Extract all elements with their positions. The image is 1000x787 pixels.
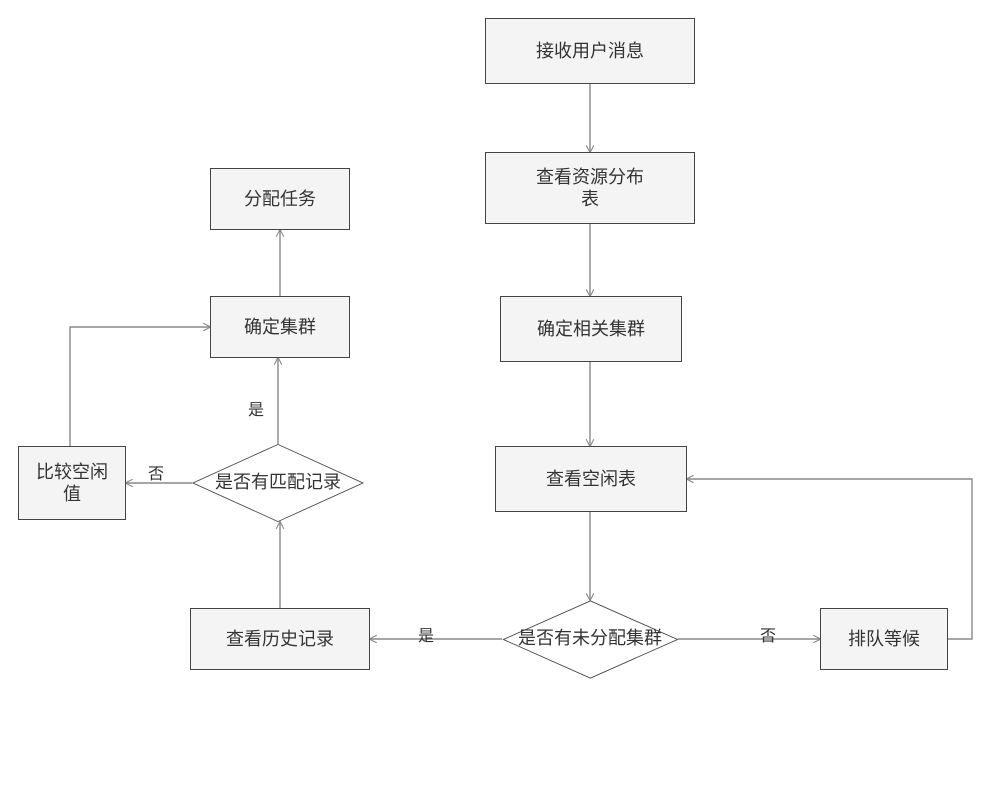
edge-label-match-to-compare: 否 (148, 460, 164, 484)
node-label-receive: 接收用户消息 (536, 40, 644, 63)
node-label-idle_table: 查看空闲表 (546, 468, 636, 491)
edge-compare-to-cluster (70, 327, 210, 446)
node-label-queue: 排队等候 (848, 628, 920, 651)
node-label-cluster: 确定集群 (244, 316, 316, 339)
node-label-assign: 分配任务 (244, 188, 316, 211)
node-history: 查看历史记录 (190, 608, 370, 670)
node-receive: 接收用户消息 (485, 18, 695, 84)
node-cluster: 确定集群 (210, 296, 350, 358)
node-match (192, 444, 364, 522)
node-resource: 查看资源分布表 (485, 152, 695, 224)
node-assign: 分配任务 (210, 168, 350, 230)
node-queue: 排队等候 (820, 608, 948, 670)
node-label-compare: 比较空闲值 (36, 461, 108, 506)
node-related: 确定相关集群 (500, 296, 682, 362)
edge-label-unalloc-to-queue: 否 (760, 622, 776, 646)
edge-label-match-to-cluster: 是 (248, 396, 264, 420)
node-compare: 比较空闲值 (18, 446, 126, 520)
node-label-resource: 查看资源分布表 (536, 166, 644, 211)
node-unalloc (502, 600, 678, 678)
node-idle_table: 查看空闲表 (495, 446, 687, 512)
edge-label-unalloc-to-history: 是 (418, 622, 434, 646)
node-label-related: 确定相关集群 (537, 318, 645, 341)
node-label-history: 查看历史记录 (226, 628, 334, 651)
